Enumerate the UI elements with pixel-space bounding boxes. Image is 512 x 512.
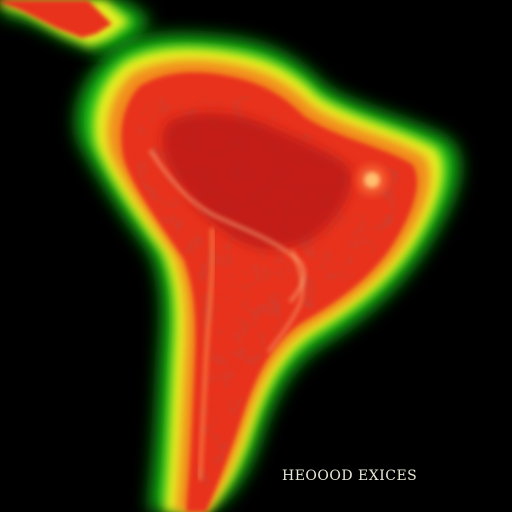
central-america-region [0, 0, 150, 52]
andes-ridge [198, 227, 215, 481]
coast-ridge [267, 249, 304, 353]
hotspot-core [365, 173, 379, 187]
map-caption: HEOOOD EXICES [282, 468, 418, 484]
dark-interior [162, 112, 352, 250]
central-america-land [0, 0, 112, 38]
river-channel [148, 149, 306, 303]
